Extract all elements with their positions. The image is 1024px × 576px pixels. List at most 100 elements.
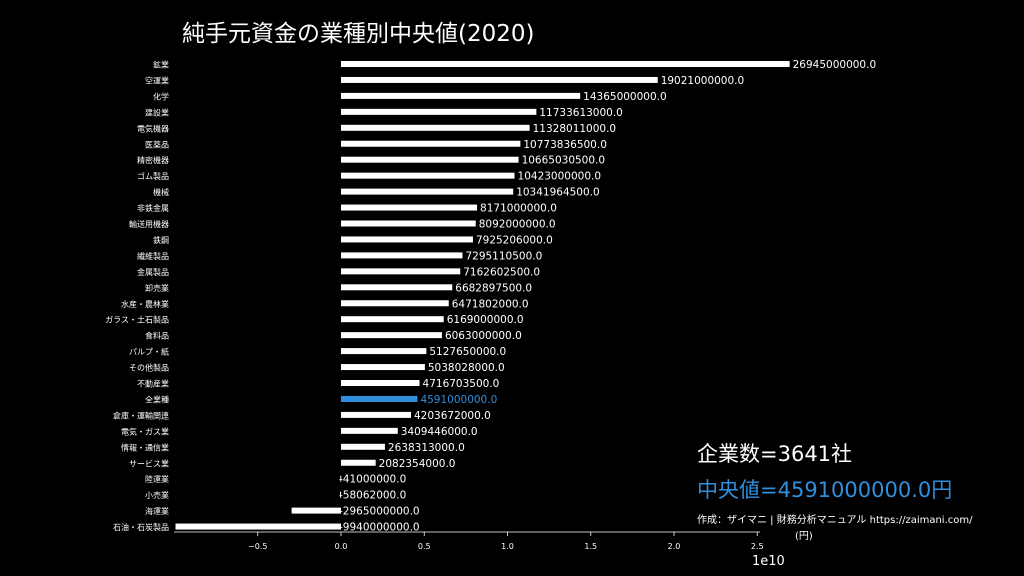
x-tick-label: 1.0 — [501, 542, 514, 551]
bar — [341, 411, 411, 418]
bar — [341, 395, 418, 402]
bar — [341, 172, 515, 179]
bar — [340, 475, 342, 482]
value-label: -9940000000.0 — [339, 522, 420, 534]
x-tick-label: −0.5 — [248, 542, 267, 551]
category-label: 陸運業 — [145, 474, 169, 484]
category-label: サービス業 — [129, 458, 169, 468]
value-label: 5127650000.0 — [429, 346, 506, 358]
category-label: その他製品 — [129, 363, 169, 373]
value-label: -2965000000.0 — [339, 506, 420, 518]
category-label: 石油・石炭製品 — [113, 522, 169, 532]
company-count-annotation: 企業数=3641社 — [697, 442, 853, 466]
category-label: 電気・ガス業 — [121, 426, 169, 436]
bar — [291, 507, 341, 514]
value-label: 7295110500.0 — [465, 250, 542, 262]
chart-title: 純手元資金の業種別中央値(2020) — [182, 21, 535, 47]
bar — [341, 380, 420, 386]
x-tick-label: 1.5 — [584, 542, 597, 551]
value-label: 10773836500.0 — [523, 139, 607, 151]
value-label: 8092000000.0 — [479, 219, 556, 231]
value-label: 7162602500.0 — [463, 266, 540, 278]
unit-label: (円) — [795, 531, 813, 542]
bar — [341, 108, 537, 115]
bar — [340, 491, 342, 498]
value-label: 8171000000.0 — [480, 203, 557, 215]
value-label: 3409446000.0 — [401, 426, 478, 438]
bar — [341, 204, 478, 211]
bar — [341, 300, 449, 307]
bar — [341, 156, 519, 163]
category-label: パルプ・紙 — [129, 347, 169, 357]
value-label: 2082354000.0 — [379, 458, 456, 470]
bar — [341, 236, 473, 243]
bar — [341, 332, 442, 339]
bar — [341, 61, 790, 67]
value-label: 2638313000.0 — [388, 442, 465, 454]
value-label: 6169000000.0 — [447, 314, 524, 326]
bar — [341, 140, 521, 147]
category-label: 繊維製品 — [137, 251, 169, 261]
category-label: 小売業 — [145, 490, 169, 500]
category-label: 全業種 — [145, 394, 169, 404]
category-label: ガラス・土石製品 — [105, 315, 169, 325]
bar — [341, 316, 444, 323]
value-label: 5038028000.0 — [428, 362, 505, 374]
category-label: 不動産業 — [137, 379, 169, 389]
value-label: 19021000000.0 — [661, 75, 745, 87]
value-label: -58062000.0 — [339, 490, 406, 502]
category-label: 医薬品 — [145, 139, 169, 149]
category-label: 金属製品 — [137, 267, 169, 277]
value-label: 4591000000.0 — [420, 394, 497, 406]
category-label: 水産・農林業 — [121, 299, 169, 309]
value-label: 14365000000.0 — [583, 91, 667, 103]
bar — [341, 364, 425, 371]
bar — [341, 92, 581, 99]
value-label: 11328011000.0 — [533, 123, 617, 135]
category-label: 情報・通信業 — [121, 442, 169, 452]
x-tick-label: 2.5 — [751, 542, 764, 551]
plot-area: 鉱業 26945000000.0 空運業 19021000000.0 化学 1436500… — [105, 59, 876, 551]
value-label: 7925206000.0 — [476, 234, 553, 246]
category-label: 機械 — [153, 187, 169, 197]
category-label: 海運業 — [145, 506, 169, 516]
category-label: 輸送用機器 — [129, 219, 169, 229]
value-label: -41000000.0 — [339, 474, 406, 486]
value-label: 10423000000.0 — [518, 171, 602, 183]
x-tick-label: 0.5 — [418, 542, 431, 551]
bar — [341, 76, 658, 83]
value-label: 4716703500.0 — [423, 378, 500, 390]
category-label: 建設業 — [145, 107, 169, 117]
category-label: 食料品 — [145, 331, 169, 341]
x-tick-label: 0.0 — [335, 542, 348, 551]
category-label: 精密機器 — [137, 155, 169, 165]
value-label: 26945000000.0 — [793, 59, 877, 71]
category-label: 空運業 — [145, 75, 169, 85]
bar — [341, 268, 461, 275]
x-axis-scale-label: 1e10 — [752, 554, 785, 569]
bar — [341, 252, 463, 259]
bar — [341, 284, 453, 291]
bar — [175, 523, 341, 530]
category-label: ゴム製品 — [137, 171, 169, 181]
category-label: 非鉄金属 — [137, 203, 169, 213]
value-label: 10341964500.0 — [516, 187, 600, 199]
value-label: 4203672000.0 — [414, 410, 491, 422]
bar — [341, 188, 514, 195]
value-label: 11733613000.0 — [539, 107, 623, 119]
bar — [341, 443, 385, 450]
category-label: 倉庫・運輸関連 — [113, 410, 169, 420]
bar — [341, 459, 376, 466]
credit-text: 作成：ザイマニ | 財務分析マニュアル https://zaimani.com/ — [697, 515, 973, 526]
value-label: 10665030500.0 — [522, 155, 606, 167]
x-tick-label: 2.0 — [668, 542, 681, 551]
bar — [341, 220, 476, 227]
bar — [341, 124, 530, 131]
bar — [341, 427, 398, 434]
value-label: 6682897500.0 — [455, 282, 532, 294]
bar — [341, 348, 427, 355]
value-label: 6471802000.0 — [452, 298, 529, 310]
category-label: 鉱業 — [153, 60, 169, 70]
category-label: 卸売業 — [145, 283, 169, 293]
